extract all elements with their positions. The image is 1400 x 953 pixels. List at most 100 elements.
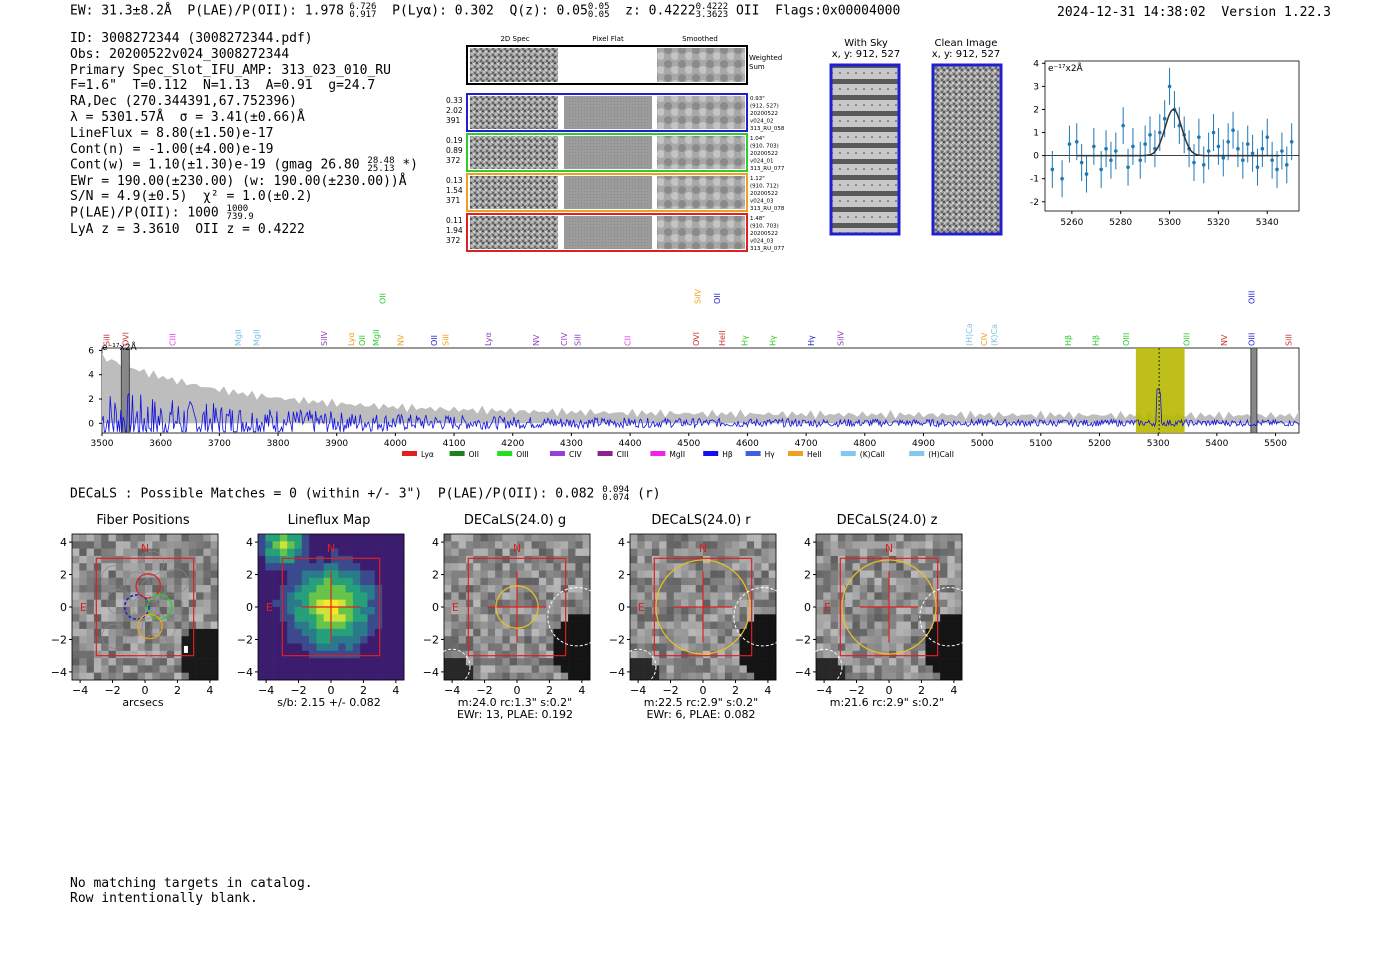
- pixel: [79, 541, 87, 549]
- pixel: [316, 585, 324, 593]
- pixel: [538, 563, 547, 571]
- pixel: [582, 628, 591, 637]
- pixel: [352, 650, 361, 659]
- pixel: [509, 534, 518, 542]
- pixel: [152, 541, 160, 549]
- cutout-right-value: 1.12": [750, 176, 765, 182]
- pixel: [287, 577, 295, 586]
- pixel: [196, 614, 204, 622]
- pixel: [896, 672, 904, 681]
- pixel: [487, 643, 496, 652]
- pixel: [695, 614, 704, 622]
- pixel: [732, 563, 740, 571]
- pixel: [331, 650, 339, 659]
- pixel: [79, 592, 87, 600]
- pixel: [582, 563, 591, 571]
- pixel: [903, 636, 912, 644]
- pixel: [630, 585, 638, 593]
- pixel: [352, 541, 361, 549]
- pixel: [910, 614, 919, 622]
- pixel: [152, 607, 160, 615]
- pixel: [181, 650, 190, 659]
- pixel: [367, 607, 376, 615]
- pixel: [889, 650, 897, 659]
- header-qz: Q(z): 0.05: [509, 3, 588, 19]
- pixel: [517, 621, 525, 630]
- pixel: [837, 650, 846, 659]
- pixel: [502, 614, 510, 622]
- pixel: [265, 614, 273, 622]
- pixel: [560, 541, 569, 549]
- pixel: [710, 658, 718, 666]
- pixel: [345, 614, 354, 622]
- pixel: [287, 607, 295, 615]
- pixel: [568, 599, 576, 608]
- pixel: [925, 636, 934, 644]
- pixel: [717, 628, 726, 637]
- pixel: [458, 570, 467, 579]
- cutout-row-frame: [466, 173, 748, 212]
- pixel: [123, 592, 131, 600]
- pixel: [754, 621, 762, 630]
- pixel: [101, 592, 109, 600]
- pixel: [717, 607, 726, 615]
- pixel: [389, 643, 397, 652]
- pixel: [451, 534, 459, 542]
- pixel: [768, 541, 777, 549]
- pixel: [910, 548, 919, 557]
- spectrum-xtick-label: 4100: [443, 439, 466, 449]
- pixel: [123, 548, 131, 557]
- pixel: [210, 541, 219, 549]
- pixel: [910, 650, 919, 659]
- pixel: [389, 548, 397, 557]
- pixel: [524, 665, 532, 673]
- aperture-box: [653, 557, 753, 657]
- cutout-2dspec: [470, 96, 558, 129]
- pixel: [174, 614, 182, 622]
- pixel: [896, 658, 904, 666]
- pixel: [575, 555, 583, 564]
- pixel: [196, 607, 204, 615]
- pixel-grid: [258, 534, 405, 681]
- pixel: [874, 599, 882, 608]
- pixel: [823, 534, 831, 542]
- pixel: [688, 585, 696, 593]
- fiber-blue: [123, 594, 150, 620]
- pixel: [444, 585, 452, 593]
- pixel: [360, 592, 368, 600]
- pixel: [309, 665, 317, 673]
- neighbor-ellipse: [433, 648, 471, 686]
- pixel: [947, 592, 955, 600]
- pixel: [487, 570, 496, 579]
- caption-line1: m:24.0 rc:1.3" s:0.2": [457, 696, 573, 709]
- pixel: [553, 534, 562, 542]
- pixel: [509, 643, 518, 652]
- pixel: [852, 607, 861, 615]
- pixel: [575, 534, 583, 542]
- pixel: [382, 658, 390, 666]
- pixel: [374, 650, 383, 659]
- pixel: [538, 541, 547, 549]
- pixel: [181, 607, 190, 615]
- pixel: [152, 585, 160, 593]
- pixel: [374, 658, 383, 666]
- zoom-data-point: [1245, 142, 1250, 146]
- pixel: [582, 614, 591, 622]
- pixel: [823, 555, 831, 564]
- pixel: [480, 563, 489, 571]
- pixel: [651, 548, 660, 557]
- pixel: [732, 628, 740, 637]
- pixel: [761, 563, 769, 571]
- pixel: [316, 599, 324, 608]
- pixel: [553, 555, 562, 564]
- pixel: [837, 548, 846, 557]
- zoom-data-point: [1284, 163, 1289, 167]
- pixel: [360, 541, 368, 549]
- pixel: [681, 534, 689, 542]
- pixel: [637, 614, 645, 622]
- fiber-circle: [158, 594, 184, 620]
- pixel: [86, 636, 95, 644]
- pixel: [72, 643, 80, 652]
- pixel: [954, 555, 963, 564]
